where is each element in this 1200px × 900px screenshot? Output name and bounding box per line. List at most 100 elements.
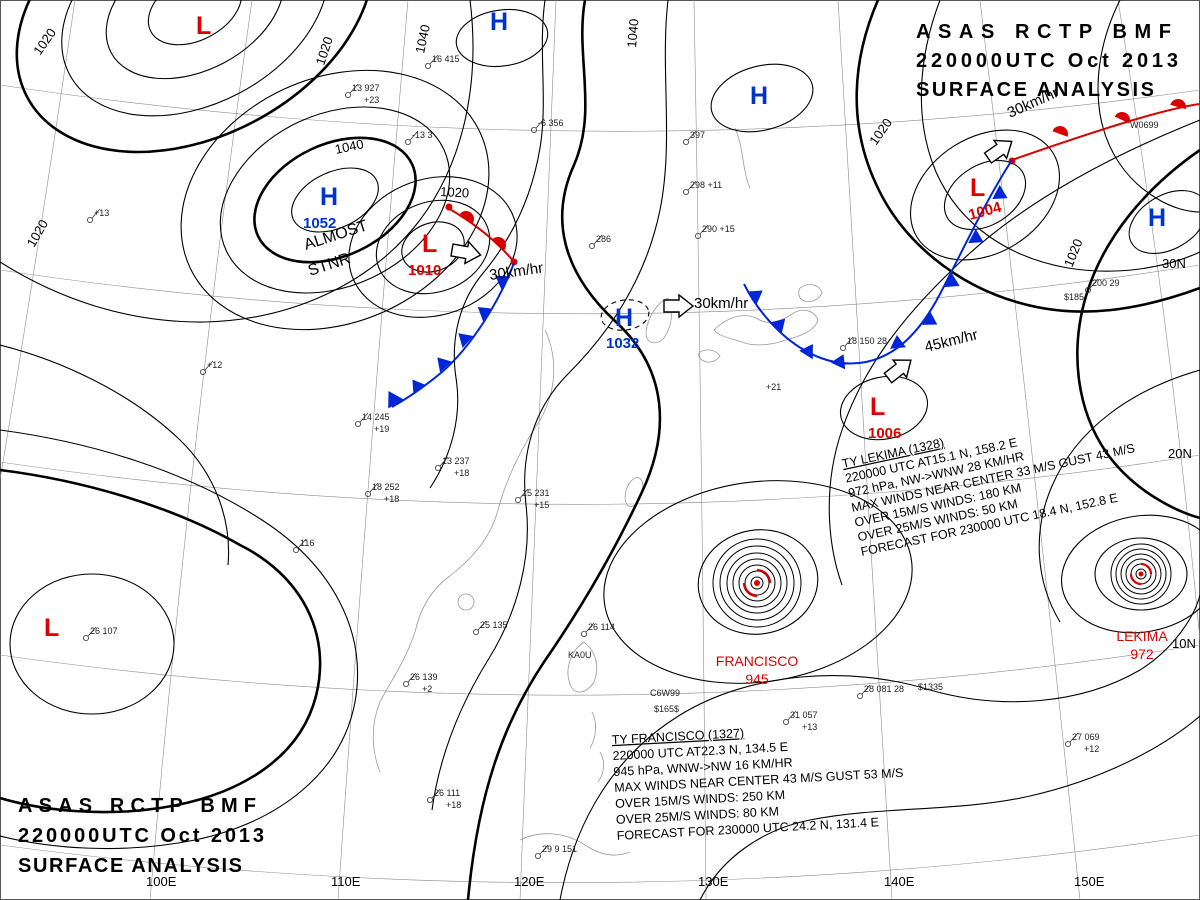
cold-front-line: [391, 262, 515, 408]
station-label: 16 415: [432, 54, 460, 64]
station-plot: -6 356: [531, 118, 564, 134]
station-circle-icon: [472, 629, 479, 636]
high-center-letter: H: [615, 304, 633, 332]
speed-label: 30km/hr: [488, 260, 544, 284]
grid-line: [979, 0, 1081, 900]
station-plot: KA0U: [568, 650, 592, 660]
isobar: [9, 573, 175, 715]
station-label: +18: [384, 494, 399, 504]
station-circle-icon: [424, 63, 431, 70]
station-label: -13 3: [412, 130, 433, 140]
station-plot: 13 927: [344, 83, 380, 99]
station-plot: 28 081 28: [857, 684, 904, 700]
axis-label-lon: 130E: [698, 874, 729, 889]
cold-front-triangle-icon: [458, 333, 474, 348]
isobar: [1038, 369, 1200, 623]
wind-barb-icon: [204, 360, 214, 371]
station-label: 29 9 151: [542, 844, 577, 854]
cold-front-triangle-icon: [968, 228, 984, 244]
station-plot: $165$: [654, 704, 679, 714]
station-plot: C6W99: [650, 688, 680, 698]
station-circle-icon: [344, 92, 351, 99]
isobar-label: 1020: [866, 115, 895, 147]
low-center-letter: L: [196, 12, 211, 40]
station-plot: -13 3: [404, 130, 433, 145]
cold-front-triangle-icon: [890, 335, 906, 349]
typhoon-center-icon: [1138, 571, 1144, 577]
cold-front-triangle-icon: [830, 354, 846, 370]
chart-title-line: ASAS RCTP BMF: [18, 795, 256, 817]
wind-barb-icon: [535, 118, 545, 129]
station-plot: +15: [534, 500, 549, 510]
isobar: [839, 375, 929, 441]
wind-barb-icon: [539, 844, 549, 855]
low-center-letter: L: [870, 393, 885, 421]
station-label: +18: [446, 800, 461, 810]
station-circle-icon: [199, 368, 206, 375]
low-center-value: 1010: [408, 262, 441, 279]
cold-front-triangle-icon: [388, 391, 404, 409]
station-plot: 13 237: [434, 456, 470, 471]
station-plot: 200 29: [1085, 278, 1120, 293]
station-label: 116: [300, 538, 314, 548]
station-circle-icon: [292, 547, 299, 554]
title-block-bottom-left: ASAS RCTP BMF 220000UTC Oct 2013 SURFACE…: [18, 795, 264, 877]
wind-barb-icon: [91, 208, 101, 219]
coastline: [589, 711, 604, 783]
low-center-value: 1004: [967, 199, 1004, 224]
station-plot: 397: [683, 130, 705, 145]
grid-line: [0, 644, 1200, 696]
station-plot: +21: [766, 382, 781, 392]
isobar-label: 1020: [30, 25, 59, 57]
wind-barb-icon: [407, 672, 417, 683]
axis-label-lon: 110E: [331, 874, 361, 889]
wind-barb-icon: [844, 336, 854, 347]
station-plot: +23: [364, 95, 379, 105]
wind-barb-icon: [477, 620, 487, 631]
high-center-letter: H: [1148, 204, 1166, 232]
coastlines: [372, 127, 823, 856]
station-plot: +18: [446, 800, 461, 810]
typhoon-icon: [1129, 562, 1153, 586]
isobar-label: 1020: [1061, 237, 1086, 269]
station-plot: 116: [292, 538, 314, 554]
cold-front-triangle-icon: [799, 343, 813, 360]
isobar: [710, 63, 814, 133]
typhoon-lekima-symbol: [1110, 543, 1172, 605]
station-label: 31 057: [790, 710, 818, 720]
cold-front-triangle-icon: [477, 306, 493, 322]
station-circle-icon: [83, 635, 90, 642]
low-center-letter: L: [44, 614, 59, 642]
station-label: +15: [534, 500, 549, 510]
warm-front-dome-icon: [1052, 126, 1068, 137]
station-plot: 26 111: [426, 788, 460, 804]
typhoon-labels: FRANCISCO 945 LEKIMA 972: [716, 628, 1169, 687]
coastline: [698, 349, 721, 363]
wind-barb-icon: [787, 710, 797, 721]
isobar: [697, 529, 819, 635]
station-label: W0699: [1130, 120, 1159, 130]
grid-line: [0, 454, 1200, 505]
wind-barb-icon: [429, 54, 439, 65]
isobar: [15, 0, 375, 154]
station-plots: 16 415 13 927 +23 -6 356 -13 3 397 298 +11 286 2…: [83, 54, 1159, 860]
high-center-letter: H: [490, 8, 508, 36]
isobar: [291, 167, 379, 233]
isobar: [909, 129, 1061, 261]
station-plot: 25 135: [472, 620, 508, 636]
station-plot: +18: [454, 468, 469, 478]
grid-line: [0, 264, 1200, 315]
wind-barb-icon: [369, 482, 379, 493]
low-center-letter: L: [422, 230, 437, 258]
station-circle-icon: [1085, 286, 1092, 293]
station-circle-icon: [434, 464, 441, 471]
coastline: [457, 593, 475, 611]
station-label: $165$: [654, 704, 679, 714]
station-label: -6 356: [538, 118, 564, 128]
warm-front-line: [447, 207, 515, 263]
coastline: [734, 127, 751, 189]
station-plot: 290 +15: [695, 224, 735, 239]
isobar: [431, 0, 669, 811]
station-plot: +12: [1084, 744, 1099, 754]
wind-barb-icon: [1069, 732, 1079, 743]
